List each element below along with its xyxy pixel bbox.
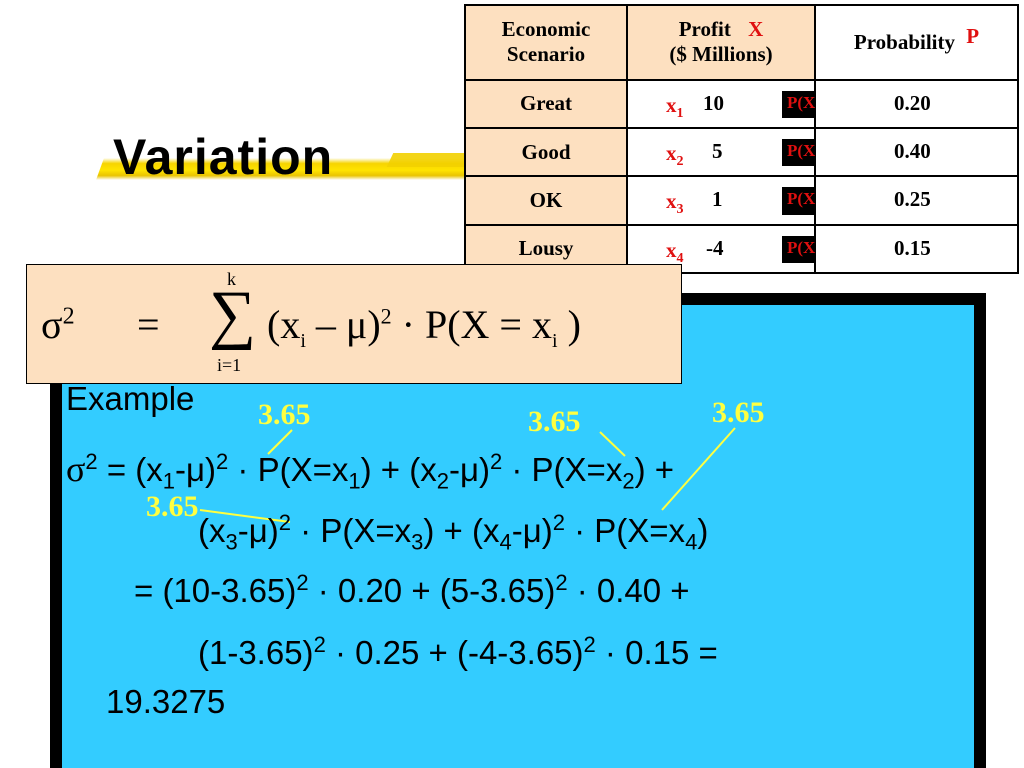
header-probability-label: Probability bbox=[853, 29, 956, 54]
summation-symbol: ∑ bbox=[209, 278, 257, 351]
profit-value: 5 bbox=[712, 138, 723, 163]
sigma-symbol: σ2 bbox=[41, 302, 75, 347]
profit-cell: x2 5 P(X=x2) bbox=[626, 126, 851, 178]
header-p-symbol: P bbox=[966, 23, 980, 48]
table-row: Good x2 5 P(X=x2) 0.40 bbox=[464, 126, 1019, 178]
probability-cell: 0.20 bbox=[814, 78, 1019, 129]
probability-value: 0.20 bbox=[894, 90, 931, 115]
sum-upper-limit: k bbox=[227, 269, 236, 289]
scenario-cell: Great bbox=[464, 78, 628, 129]
probability-value: 0.25 bbox=[894, 187, 931, 212]
header-probability: Probability P bbox=[814, 4, 1019, 81]
profit-value: 10 bbox=[703, 90, 724, 115]
probability-cell: 0.40 bbox=[814, 126, 1019, 178]
equals-sign: = bbox=[137, 302, 160, 347]
header-profit: Profit X ($ Millions) bbox=[626, 4, 816, 81]
header-scenario-line2: Scenario bbox=[506, 42, 586, 67]
example-result: 19.3275 bbox=[106, 683, 226, 720]
leader-line bbox=[599, 431, 626, 457]
probability-cell: 0.25 bbox=[814, 175, 1019, 226]
mean-annotation: 3.65 bbox=[258, 398, 311, 431]
page-title: Variation bbox=[113, 129, 334, 185]
formula-body: (xi – μ)2 · P(X = xi ) bbox=[267, 302, 581, 352]
x-symbol: x3 bbox=[666, 189, 684, 218]
probability-value: 0.40 bbox=[894, 138, 931, 163]
table-row: Great x1 10 P(X=x1) 0.20 bbox=[464, 78, 1019, 129]
x-symbol: x4 bbox=[666, 237, 684, 266]
header-scenario-line1: Economic bbox=[501, 17, 591, 42]
header-scenario: Economic Scenario bbox=[464, 4, 628, 81]
profit-value: -4 bbox=[706, 235, 724, 260]
probability-value: 0.15 bbox=[894, 235, 931, 260]
profit-cell: x1 10 P(X=x1) bbox=[626, 78, 851, 129]
profit-value: 1 bbox=[712, 187, 723, 212]
mean-annotation: 3.65 bbox=[528, 405, 581, 438]
table-header-row: Economic Scenario Profit X ($ Millions) … bbox=[464, 4, 1019, 81]
leader-line bbox=[661, 427, 736, 511]
mean-annotation: 3.65 bbox=[146, 490, 199, 523]
header-profit-line2: ($ Millions) bbox=[669, 42, 773, 67]
probability-cell: 0.15 bbox=[814, 223, 1019, 275]
header-x-symbol: X bbox=[748, 17, 764, 42]
scenario-cell: Good bbox=[464, 126, 628, 178]
leader-line bbox=[199, 509, 291, 523]
example-line-2: (x3-μ)2 · P(X=x3) + (x4-μ)2 · P(X=x4) bbox=[198, 510, 709, 555]
mean-annotation: 3.65 bbox=[712, 396, 765, 429]
sum-lower-limit: i=1 bbox=[217, 355, 242, 375]
table-row: OK x3 1 P(X=x3) 0.25 bbox=[464, 175, 1019, 226]
example-line-1: σ2 = (x1-μ)2 · P(X=x1) + (x2-μ)2 · P(X=x… bbox=[66, 449, 675, 494]
scenario-cell: OK bbox=[464, 175, 628, 226]
header-profit-line1: Profit bbox=[678, 17, 731, 42]
variance-formula-box: σ2 = k ∑ i=1 (xi – μ)2 · P(X = xi ) bbox=[26, 264, 682, 384]
leader-line bbox=[267, 429, 293, 455]
example-line-3: = (10-3.65)2 · 0.20 + (5-3.65)2 · 0.40 + bbox=[134, 570, 690, 609]
example-label: Example bbox=[66, 380, 195, 417]
x-symbol: x2 bbox=[666, 140, 684, 170]
x-symbol: x1 bbox=[666, 92, 684, 121]
example-line-4: (1-3.65)2 · 0.25 + (-4-3.65)2 · 0.15 = bbox=[198, 632, 718, 671]
